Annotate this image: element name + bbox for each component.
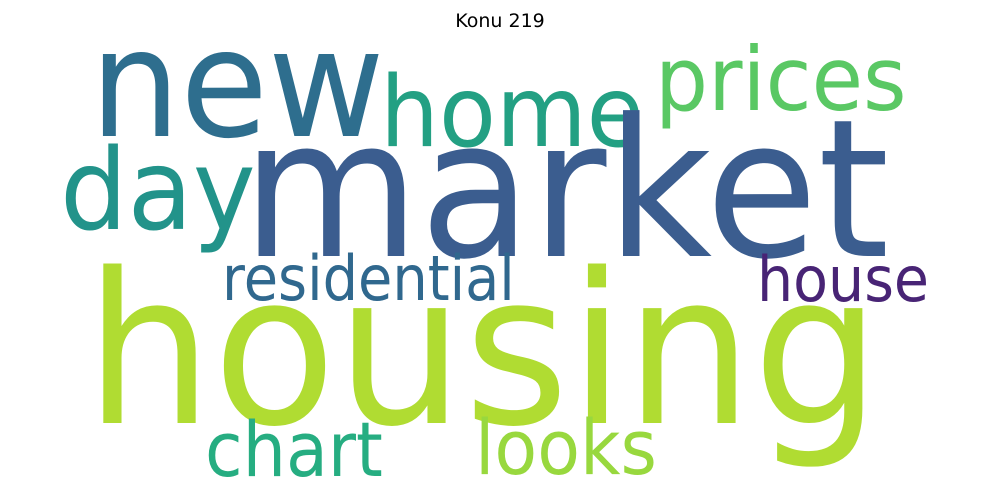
- word-looks: looks: [475, 403, 657, 492]
- chart-title: Konu 219: [455, 10, 545, 32]
- word-prices: prices: [655, 28, 907, 131]
- word-house: house: [757, 243, 930, 316]
- word-new: new: [90, 0, 385, 172]
- word-residential: residential: [222, 242, 515, 315]
- word-market: market: [242, 79, 890, 302]
- word-home: home: [380, 56, 644, 170]
- word-housing: housing: [85, 228, 881, 473]
- word-day: day: [60, 126, 256, 256]
- word-chart: chart: [205, 405, 383, 494]
